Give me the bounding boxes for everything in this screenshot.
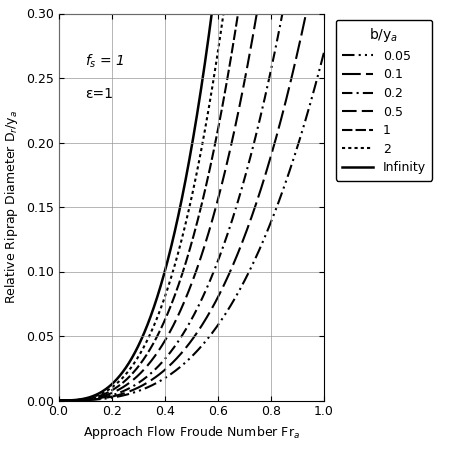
X-axis label: Approach Flow Froude Number Fr$_a$: Approach Flow Froude Number Fr$_a$ xyxy=(83,424,300,441)
Text: $f_s$ = 1: $f_s$ = 1 xyxy=(85,52,125,70)
Legend: 0.05, 0.1, 0.2, 0.5, 1, 2, Infinity: 0.05, 0.1, 0.2, 0.5, 1, 2, Infinity xyxy=(336,20,432,180)
Text: ε=1: ε=1 xyxy=(85,87,113,101)
Y-axis label: Relative Riprap Diameter D$_r$/y$_a$: Relative Riprap Diameter D$_r$/y$_a$ xyxy=(3,110,20,304)
